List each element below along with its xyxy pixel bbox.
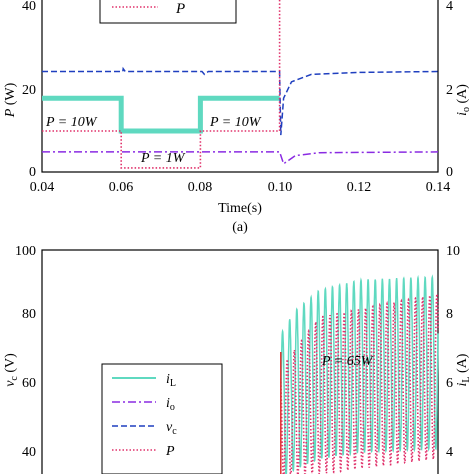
bottom-panel: P = 65W iL io vc P 40 60 80 100 4 6 8 10… <box>3 244 472 474</box>
caption-a: (a) <box>232 220 248 235</box>
bottom-right-ylabel: iL (A) <box>455 353 472 386</box>
xtick-0.08: 0.08 <box>188 180 213 195</box>
bot-rtick-10: 10 <box>446 244 460 259</box>
bottom-left-yaxis: 40 60 80 100 <box>15 244 36 460</box>
xtick-0.14: 0.14 <box>426 180 451 195</box>
top-legend-box <box>99 0 237 24</box>
top-rtick-0: 0 <box>446 165 453 180</box>
annotation-p-65w: P = 65W <box>321 354 374 369</box>
top-left-yaxis: 0 20 40 <box>22 0 36 180</box>
annotation-p-10w-right: P = 10W <box>209 115 262 130</box>
annotation-p-1w: P = 1W <box>140 151 186 166</box>
bottom-series-group <box>280 274 439 474</box>
top-xaxis-ticks: 0.04 0.06 0.08 0.10 0.12 0.14 <box>30 180 451 195</box>
bottom-left-ylabel: vc (V) <box>3 353 20 387</box>
bottom-legend-box <box>101 363 223 474</box>
bot-ytick-100: 100 <box>15 244 36 259</box>
top-ytick-20: 20 <box>22 83 36 98</box>
bottom-right-yaxis: 4 6 8 10 <box>446 244 460 460</box>
bottom-legend: iL io vc P <box>101 363 223 474</box>
xtick-0.10: 0.10 <box>268 180 293 195</box>
top-series-il <box>42 95 280 134</box>
bottom-series-p <box>280 290 439 474</box>
legend-p-label: P <box>165 444 175 459</box>
bot-rtick-6: 6 <box>446 376 453 391</box>
top-series-vc <box>42 66 439 136</box>
top-series-group <box>42 0 439 169</box>
xtick-0.04: 0.04 <box>30 180 55 195</box>
top-legend-p-label: P <box>175 1 185 17</box>
top-ytick-0: 0 <box>29 165 36 180</box>
legend-io-label: io <box>166 396 175 413</box>
top-right-ylabel: io (A) <box>455 84 472 116</box>
top-left-ylabel: P (W) <box>3 82 18 118</box>
xtick-0.12: 0.12 <box>347 180 372 195</box>
top-series-p <box>42 0 281 169</box>
bot-rtick-4: 4 <box>446 445 453 460</box>
annotation-p-10w-left: P = 10W <box>45 115 98 130</box>
x-axis-label: Time(s) <box>218 201 262 216</box>
top-series-io <box>42 151 439 165</box>
top-ytick-40: 40 <box>22 0 36 14</box>
top-panel: P P = 10W P = 1W P = 10W 0 20 40 0 2 4 0… <box>3 0 472 235</box>
legend-vc-label: vc <box>166 420 177 437</box>
bot-rtick-8: 8 <box>446 307 453 322</box>
legend-il-label: iL <box>166 372 176 389</box>
bot-ytick-80: 80 <box>22 307 36 322</box>
top-rtick-4: 4 <box>446 0 453 14</box>
xtick-0.06: 0.06 <box>109 180 134 195</box>
top-rtick-2: 2 <box>446 83 453 98</box>
bot-ytick-60: 60 <box>22 376 36 391</box>
top-plot-frame <box>41 0 439 173</box>
bot-ytick-40: 40 <box>22 445 36 460</box>
top-right-yaxis: 0 2 4 <box>446 0 453 180</box>
